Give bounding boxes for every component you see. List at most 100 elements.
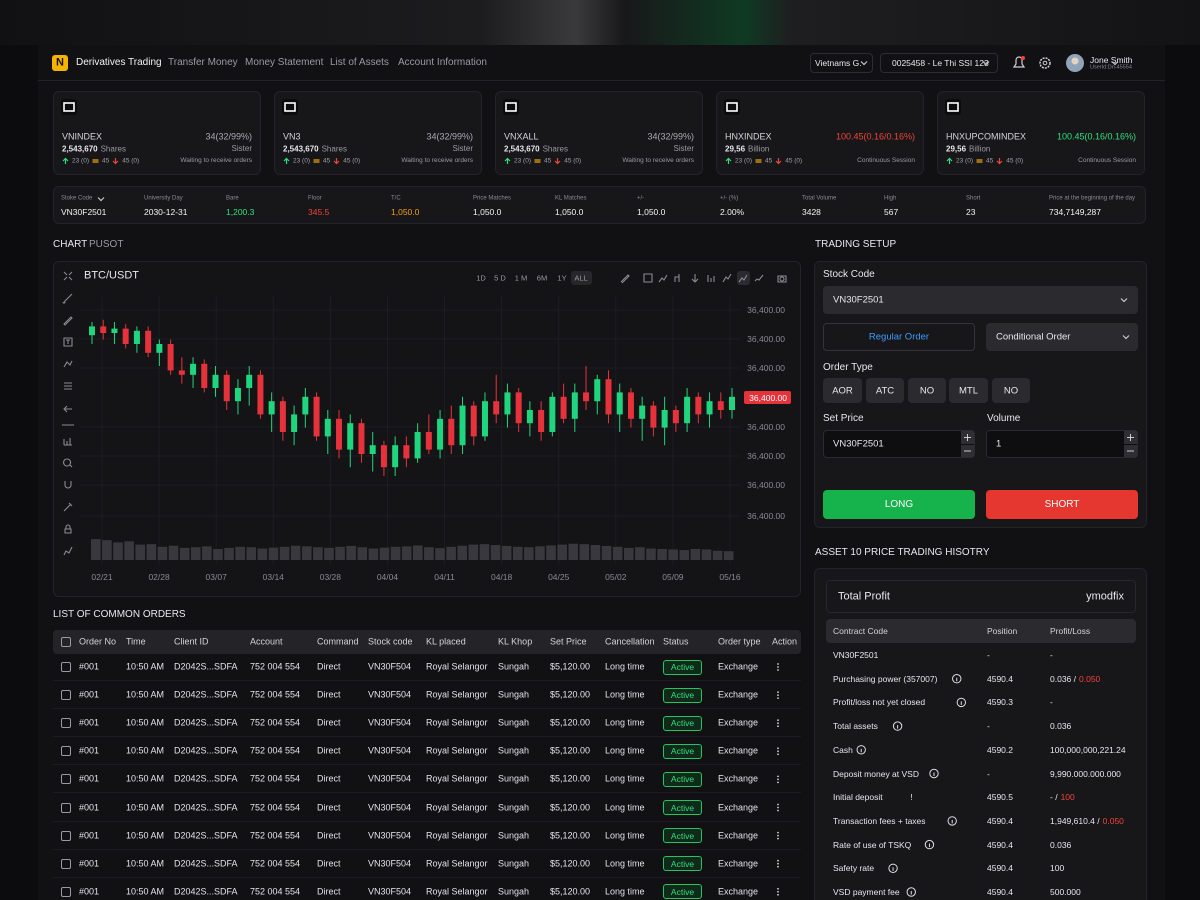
number-input-value: VN30F2501 <box>833 438 884 450</box>
index-volume-value: 2,543,670 <box>504 144 540 154</box>
nav-link[interactable]: Money Statement <box>245 57 324 68</box>
order-cell: Sungah <box>498 773 530 784</box>
order-cell: 752 004 554 <box>250 830 301 841</box>
range-button[interactable]: ALL <box>574 273 588 283</box>
index-volume: 29,56 Billion <box>946 145 990 154</box>
order-cell: VN30F504 <box>368 773 412 784</box>
ticker-value: 3428 <box>802 206 821 217</box>
range-button[interactable]: 1D <box>476 273 486 283</box>
price-label: 36,400.00 <box>747 304 785 315</box>
history-label: Cash <box>833 744 853 755</box>
checkbox[interactable] <box>61 690 71 701</box>
price-label: 36,400.00 <box>747 510 785 521</box>
order-cell: Sungah <box>498 745 530 756</box>
date-label: 03/28 <box>319 571 341 582</box>
checkbox[interactable] <box>61 746 71 757</box>
status-pill <box>663 743 702 759</box>
range-button[interactable]: 1Y <box>557 273 567 283</box>
order-cell: Long time <box>605 717 645 728</box>
order-cell: Exchange <box>718 830 759 841</box>
order-cell: 10:50 AM <box>126 745 165 756</box>
number-input[interactable] <box>986 430 1138 458</box>
chart-tab[interactable]: PUSOT <box>89 239 124 250</box>
history-label: Profit/loss not yet closed <box>833 697 926 708</box>
checkbox[interactable] <box>61 802 71 813</box>
short-button[interactable] <box>986 490 1138 519</box>
checkbox[interactable] <box>61 774 71 785</box>
regular-order-tab[interactable] <box>823 323 975 351</box>
history-pl: 0.036 /0.050 <box>1050 674 1100 684</box>
index-breadth: 23 (0) 45 45 (0) <box>283 158 360 165</box>
order-cell: Exchange <box>718 745 759 756</box>
order-cell: 752 004 554 <box>250 717 301 728</box>
order-cell: Royal Selangor <box>426 858 488 869</box>
order-type-button[interactable] <box>949 378 988 403</box>
status-pill <box>663 715 702 731</box>
index-logo <box>945 99 961 115</box>
history-pl: - <box>1050 650 1053 660</box>
status-pill <box>663 800 702 815</box>
order-cell: Royal Selangor <box>426 745 488 756</box>
number-input[interactable] <box>823 430 975 458</box>
ticker-label: Stoke Code <box>61 195 93 202</box>
ticker-label: Floor <box>308 195 322 202</box>
pl-value: 0.036 / <box>1050 673 1076 684</box>
stepper-down[interactable] <box>1124 445 1137 457</box>
order-cell: Sungah <box>498 717 530 728</box>
order-type-button[interactable] <box>992 378 1030 403</box>
checkbox[interactable] <box>61 662 71 672</box>
history-label: Rate of use of TSKQ <box>833 839 912 850</box>
orders-header-cell: Order type <box>718 636 761 647</box>
history-position: 4590.5 <box>987 792 1013 803</box>
market-select[interactable] <box>810 53 873 73</box>
history-label: Transaction fees + taxes <box>833 815 926 826</box>
conditional-order-select[interactable] <box>986 323 1138 351</box>
stock-code-select[interactable] <box>823 286 1138 314</box>
down-arrow-icon <box>996 158 1003 165</box>
down-arrow-icon <box>554 158 561 165</box>
ticker-value: 1,200.3 <box>226 206 255 217</box>
date-label: 04/11 <box>434 571 455 582</box>
stepper-up[interactable] <box>961 431 974 444</box>
index-volume-value: 2,543,670 <box>62 144 98 154</box>
stepper-down[interactable] <box>961 445 974 457</box>
down-arrow-icon <box>333 158 340 165</box>
range-button[interactable]: 6M <box>536 273 548 283</box>
range-button[interactable]: 5 D <box>494 273 506 283</box>
checkbox[interactable] <box>61 858 71 869</box>
index-logo <box>61 99 77 115</box>
range-button[interactable]: 1 M <box>514 273 528 283</box>
checkbox[interactable] <box>61 886 71 897</box>
index-up: 23 (0) <box>514 157 531 165</box>
order-cell: D2042S...SDFA <box>174 858 238 869</box>
order-cell: VN30F504 <box>368 830 412 841</box>
order-type-button[interactable] <box>908 378 946 403</box>
status-text: Active <box>670 858 695 869</box>
history-position: 4590.4 <box>987 863 1013 874</box>
order-type-button[interactable] <box>823 378 862 403</box>
index-name: VN3 <box>283 131 301 142</box>
order-cell: Direct <box>317 717 341 728</box>
index-change: 100.45(0.16/0.16%) <box>835 131 915 142</box>
index-flat: 45 <box>985 157 994 165</box>
order-cell: $5,120.00 <box>550 802 591 813</box>
long-button[interactable] <box>823 490 975 519</box>
checkbox[interactable] <box>61 637 71 647</box>
field-label: Stock Code <box>823 269 875 280</box>
ticker-value: 345.5 <box>308 206 330 217</box>
order-type-button[interactable] <box>866 378 904 403</box>
index-tag: Sister <box>673 144 694 154</box>
index-volume-unit: Billion <box>748 144 770 154</box>
orders-header-cell: Set Price <box>550 636 587 647</box>
stepper-up[interactable] <box>1124 431 1137 444</box>
nav-link[interactable]: List of Assets <box>330 57 389 68</box>
checkbox[interactable] <box>61 830 71 841</box>
nav-link[interactable]: Transfer Money <box>168 57 238 68</box>
nav-link[interactable]: Account Information <box>398 57 487 68</box>
order-cell: 752 004 554 <box>250 886 301 897</box>
nav-divider <box>38 80 1165 81</box>
index-up: 23 (0) <box>735 157 752 165</box>
checkbox[interactable] <box>61 718 71 729</box>
account-select[interactable] <box>880 53 998 73</box>
order-cell: Direct <box>317 661 341 672</box>
